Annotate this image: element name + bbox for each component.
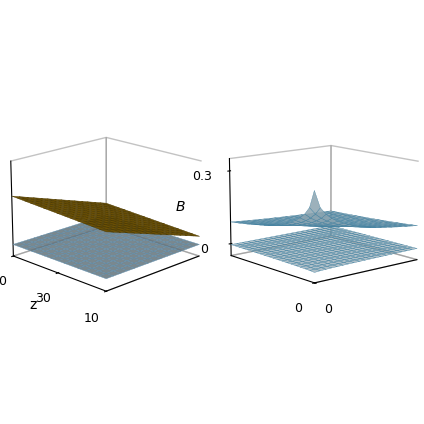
- Y-axis label: z: z: [30, 298, 37, 312]
